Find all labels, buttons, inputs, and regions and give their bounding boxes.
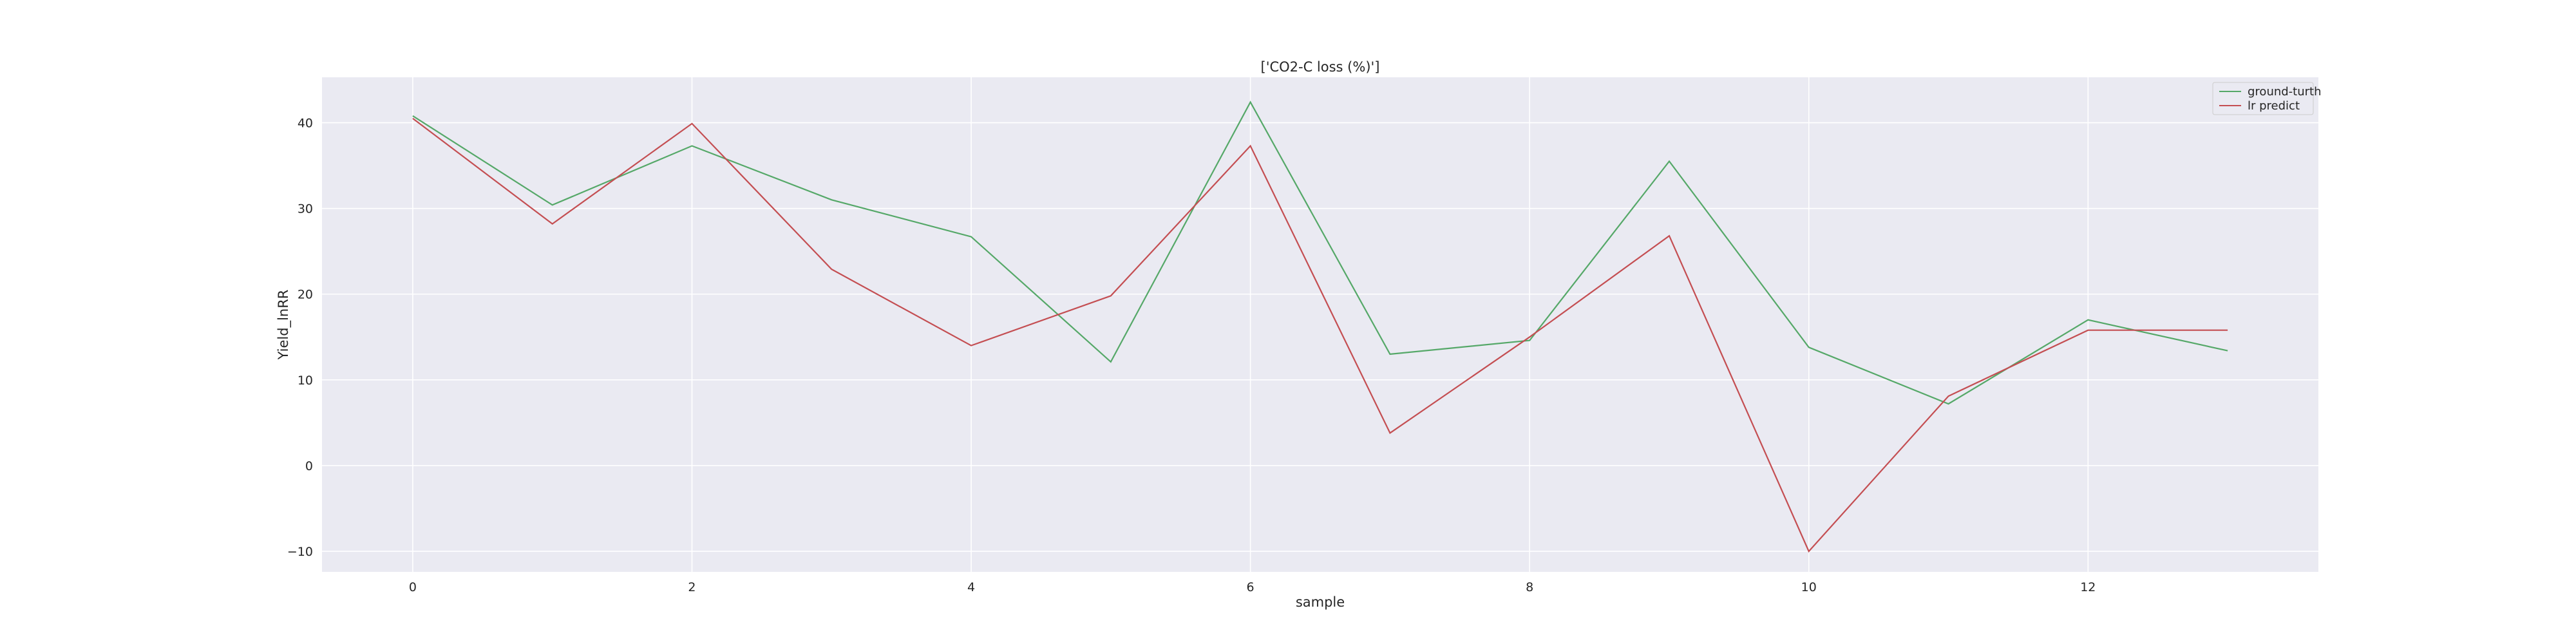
y-tick-labels: −10 0 10 20 30 40	[287, 117, 313, 560]
legend-label-ground-turth: ground-turth	[2248, 85, 2322, 99]
x-tick-labels: 0 2 4 6 8 10 12	[409, 580, 2096, 594]
series-layer	[412, 100, 2228, 553]
x-tick-label: 8	[1526, 580, 1533, 594]
x-tick-label: 6	[1247, 580, 1255, 594]
y-tick-label: 0	[305, 459, 313, 473]
legend-label-lr-predict: lr predict	[2248, 99, 2300, 113]
legend: ground-turth lr predict	[2212, 82, 2322, 115]
legend-box	[2212, 82, 2314, 115]
x-tick-label: 12	[2080, 580, 2096, 594]
x-tick-label: 2	[688, 580, 696, 594]
series-line-lr-predict	[412, 118, 2228, 553]
series-line-ground-turth	[412, 100, 2228, 405]
chart-title: ['CO2-C loss (%)']	[1261, 59, 1380, 75]
plot-background	[322, 77, 2318, 572]
y-tick-label: 30	[298, 202, 313, 216]
y-axis-label: Yield_lnRR	[276, 290, 292, 361]
x-axis-label: sample	[1296, 594, 1345, 610]
x-tick-label: 4	[967, 580, 975, 594]
y-tick-label: 40	[298, 117, 313, 131]
y-tick-label: −10	[287, 545, 313, 559]
y-tick-label: 10	[298, 374, 313, 388]
x-tick-label: 10	[1801, 580, 1817, 594]
y-tick-label: 20	[298, 288, 313, 302]
x-tick-label: 0	[409, 580, 417, 594]
grid	[322, 77, 2318, 572]
